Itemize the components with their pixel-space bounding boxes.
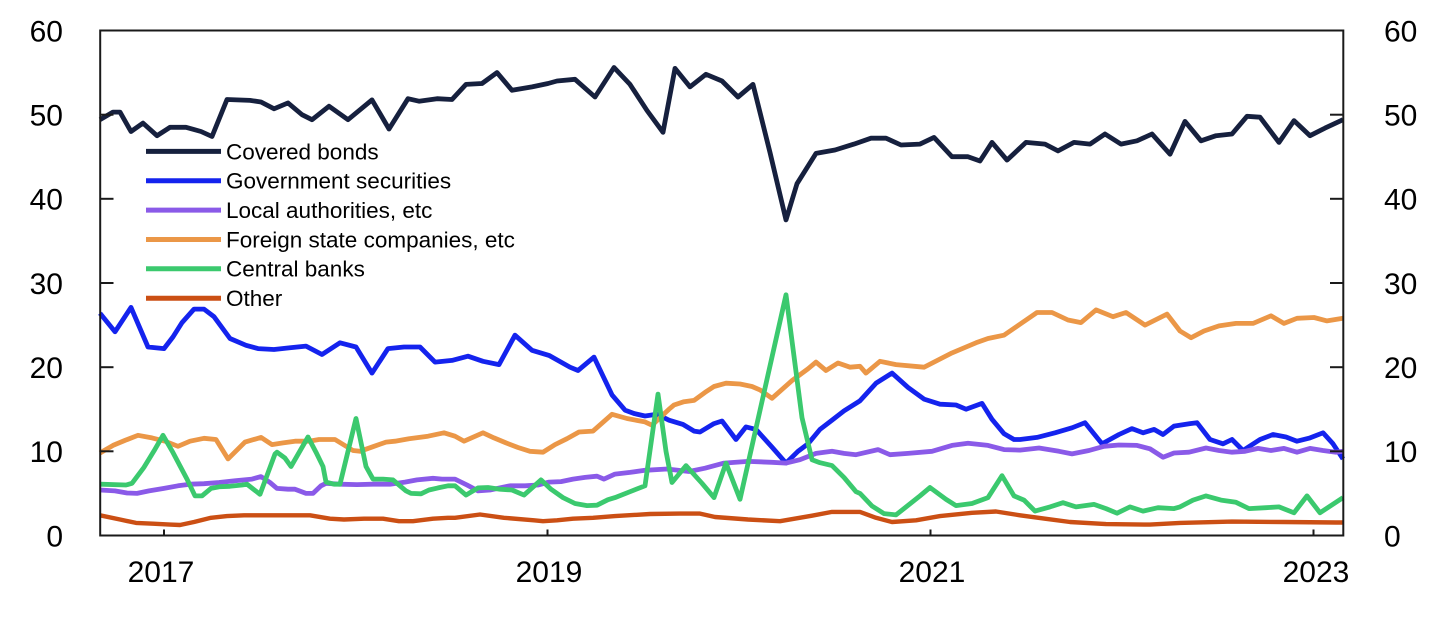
svg-text:30: 30 (1384, 268, 1417, 301)
svg-text:40: 40 (1384, 184, 1417, 217)
svg-text:0: 0 (1384, 520, 1401, 553)
svg-text:Government securities: Government securities (226, 169, 451, 194)
svg-text:Covered bonds: Covered bonds (226, 139, 379, 164)
svg-text:2023: 2023 (1283, 556, 1350, 589)
svg-text:20: 20 (1384, 352, 1417, 385)
svg-text:2019: 2019 (516, 556, 583, 589)
svg-text:2021: 2021 (899, 556, 966, 589)
svg-text:10: 10 (30, 436, 63, 469)
svg-text:40: 40 (30, 184, 63, 217)
svg-text:0: 0 (46, 520, 63, 553)
svg-text:Foreign state companies, etc: Foreign state companies, etc (226, 227, 515, 252)
svg-text:Other: Other (226, 286, 283, 311)
svg-text:2017: 2017 (128, 556, 195, 589)
svg-text:60: 60 (1384, 15, 1417, 48)
svg-text:Local authorities, etc: Local authorities, etc (226, 198, 432, 223)
svg-text:60: 60 (30, 15, 63, 48)
svg-text:10: 10 (1384, 436, 1417, 469)
svg-text:50: 50 (30, 100, 63, 133)
svg-text:30: 30 (30, 268, 63, 301)
svg-text:Central banks: Central banks (226, 257, 365, 282)
svg-text:20: 20 (30, 352, 63, 385)
svg-text:50: 50 (1384, 100, 1417, 133)
